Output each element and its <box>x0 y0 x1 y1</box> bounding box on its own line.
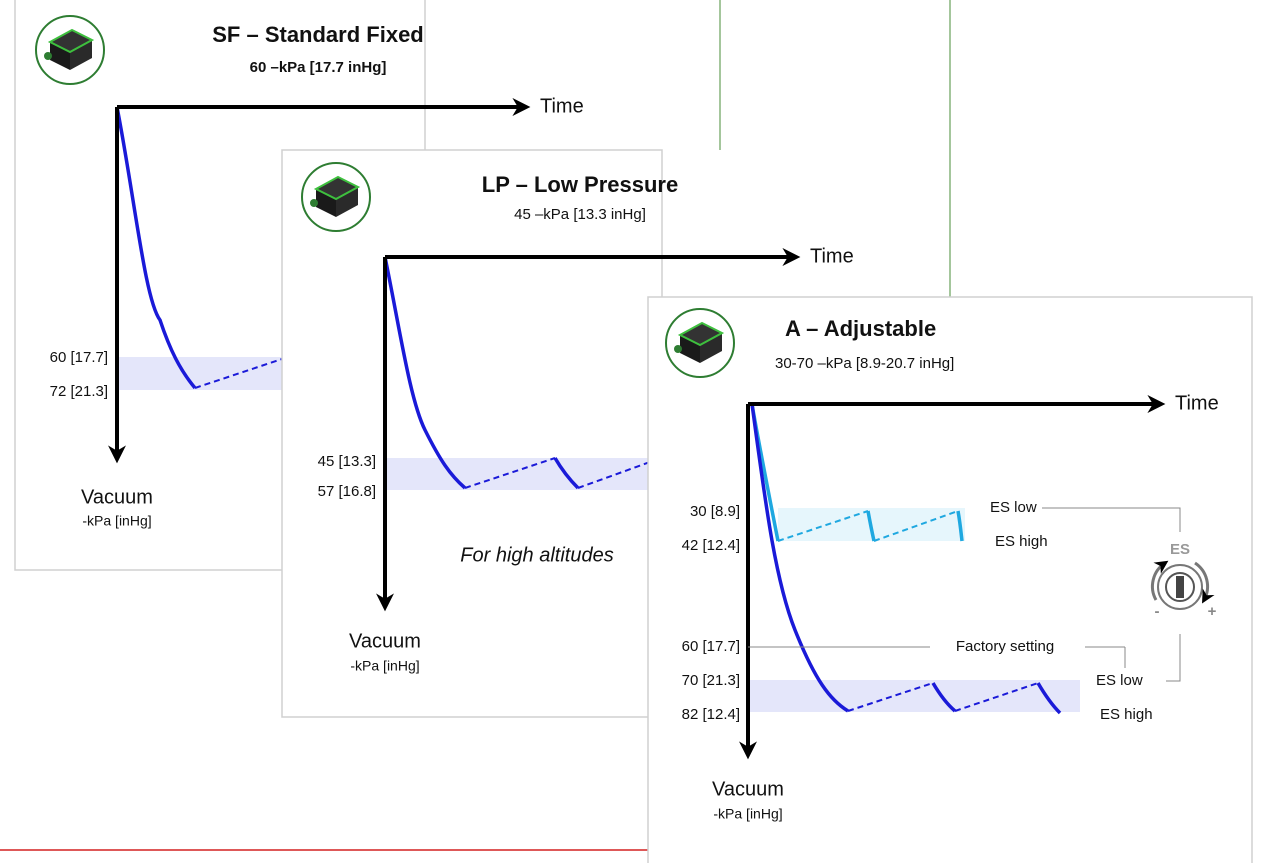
level-label: 42 [12.4] <box>682 537 740 554</box>
level-label: 82 [12.4] <box>682 706 740 723</box>
annotation: ES low <box>990 499 1037 516</box>
axis-label: Time <box>540 95 584 117</box>
axis-label: Time <box>1175 392 1219 414</box>
knob-minus: - <box>1155 603 1160 620</box>
unit-label: -kPa [inHg] <box>82 513 151 529</box>
level-label: 45 [13.3] <box>318 453 376 470</box>
unit-label: -kPa [inHg] <box>713 806 782 822</box>
note: For high altitudes <box>460 544 613 566</box>
axis-label: Vacuum <box>81 486 153 508</box>
knob-label: ES <box>1170 541 1190 558</box>
level-label: 30 [8.9] <box>690 503 740 520</box>
level-label: 60 [17.7] <box>682 638 740 655</box>
diagram: SF – Standard Fixed 60 –kPa [17.7 inHg] … <box>0 0 1268 863</box>
axis-label: Vacuum <box>712 778 784 800</box>
unit-label: -kPa [inHg] <box>350 658 419 674</box>
title: LP – Low Pressure <box>482 172 678 197</box>
level-label: 57 [16.8] <box>318 483 376 500</box>
knob-plus: + <box>1208 603 1217 620</box>
level-label: 70 [21.3] <box>682 672 740 689</box>
annotation: Factory setting <box>956 638 1054 655</box>
annotation: ES high <box>995 533 1048 550</box>
title: SF – Standard Fixed <box>212 22 424 47</box>
annotation: ES low <box>1096 672 1143 689</box>
axis-label: Vacuum <box>349 630 421 652</box>
subtitle: 45 –kPa [13.3 inHg] <box>514 206 646 223</box>
level-label: 72 [21.3] <box>50 383 108 400</box>
level-label: 60 [17.7] <box>50 349 108 366</box>
annotation: ES high <box>1100 706 1153 723</box>
panel-a: A – Adjustable 30-70 –kPa [8.9-20.7 inHg… <box>648 297 1252 863</box>
title: A – Adjustable <box>785 316 936 341</box>
subtitle: 60 –kPa [17.7 inHg] <box>250 59 387 76</box>
axis-label: Time <box>810 245 854 267</box>
subtitle: 30-70 –kPa [8.9-20.7 inHg] <box>775 355 954 372</box>
